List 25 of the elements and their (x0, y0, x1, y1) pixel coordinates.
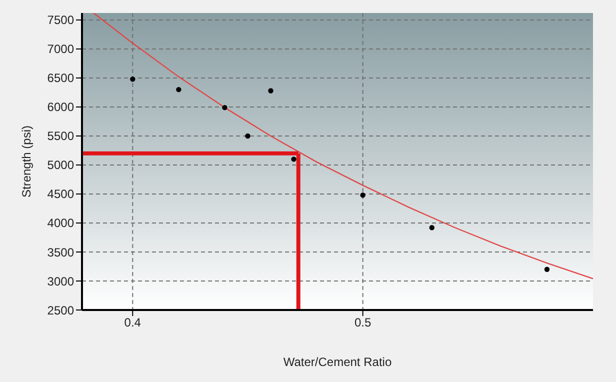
line-series (92, 13, 593, 280)
point (130, 76, 136, 82)
y-tick-label: 5500 (47, 129, 74, 144)
y-tick-label: 4000 (47, 216, 74, 230)
y-tick-label: 4500 (47, 187, 74, 202)
point (291, 156, 296, 162)
y-tick-label: 3500 (47, 245, 74, 260)
point (429, 225, 434, 230)
y-tick-label: 2500 (47, 303, 74, 318)
y-tick-label: 6000 (47, 100, 74, 114)
y-tick-label: 3000 (47, 274, 74, 288)
point (245, 133, 250, 139)
y-tick-label: 6500 (47, 71, 74, 86)
point (176, 86, 182, 92)
x-tick-label: 0.4 (124, 316, 142, 330)
y-axis-title: Strength (psi) (19, 125, 34, 198)
y-tick-label: 7000 (47, 42, 74, 56)
y-tick-label: 5000 (47, 158, 74, 172)
point (544, 266, 550, 272)
point (268, 88, 274, 94)
point (360, 192, 366, 198)
x-tick-label: 0.5 (354, 316, 372, 330)
point (222, 104, 228, 110)
y-tick-label: 7500 (47, 13, 74, 28)
x-axis-title: Water/Cement Ratio (283, 355, 392, 369)
